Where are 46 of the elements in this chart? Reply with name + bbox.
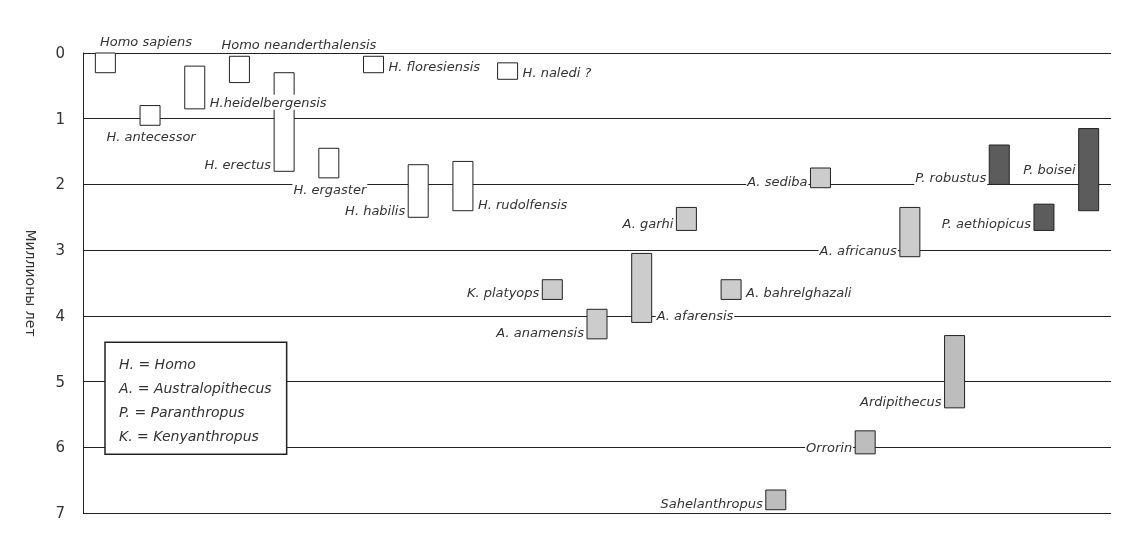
annotation: A. = Australopithecus (118, 380, 272, 397)
y-tick-label: 6 (55, 438, 65, 457)
annotation: P. aethiopicus (941, 216, 1032, 232)
annotation: P. boisei (1023, 162, 1077, 178)
y-tick-label: 1 (55, 109, 65, 128)
annotation: H. erectus (204, 157, 272, 173)
annotation: H. naledi ? (522, 65, 592, 81)
annotation: K. = Kenyanthropus (119, 428, 259, 445)
annotation: H. habilis (345, 203, 406, 219)
y-tick-label: 7 (55, 504, 65, 522)
bar (228, 55, 250, 84)
y-axis-title: Миллионы лет (23, 229, 39, 337)
annotation: A. sediba (746, 173, 808, 189)
y-tick-label: 5 (55, 372, 65, 391)
y-tick-label: 2 (55, 175, 65, 194)
annotation: P. robustus (915, 170, 987, 186)
annotation: A. bahrelghazali (745, 285, 852, 301)
y-tick-label: 4 (55, 306, 65, 325)
bar (675, 206, 697, 231)
annotation: A. afarensis (655, 308, 734, 324)
annotation: A. africanus (818, 242, 898, 258)
text: Homo sapiens (99, 34, 193, 49)
annotation: P. = Paranthropus (119, 404, 245, 421)
annotation: Sahelanthropus (660, 495, 764, 511)
bar (1033, 203, 1055, 231)
annotation: A. garhi (621, 216, 674, 232)
bar (318, 147, 340, 179)
annotation: H. antecessor (106, 129, 198, 145)
text: Homo neanderthalensis (221, 37, 377, 53)
y-tick-label: 0 (55, 44, 65, 62)
bar (363, 55, 385, 74)
annotation: H. ergaster (293, 181, 368, 197)
annotation: H. rudolfensis (477, 196, 568, 212)
annotation: Orrorin (806, 439, 853, 455)
annotation: H.heidelbergensis (209, 94, 327, 110)
annotation: A. anamensis (495, 324, 585, 340)
y-tick-label: 3 (55, 241, 65, 260)
bar (184, 65, 206, 110)
bar (765, 489, 787, 511)
annotation: Ardipithecus (859, 393, 942, 409)
bar (541, 279, 563, 300)
bar (497, 62, 519, 80)
annotation: H. = Homo (119, 356, 196, 373)
annotation: H. floresiensis (388, 58, 481, 74)
bar (720, 279, 742, 300)
annotation: K. platyops (466, 285, 540, 301)
